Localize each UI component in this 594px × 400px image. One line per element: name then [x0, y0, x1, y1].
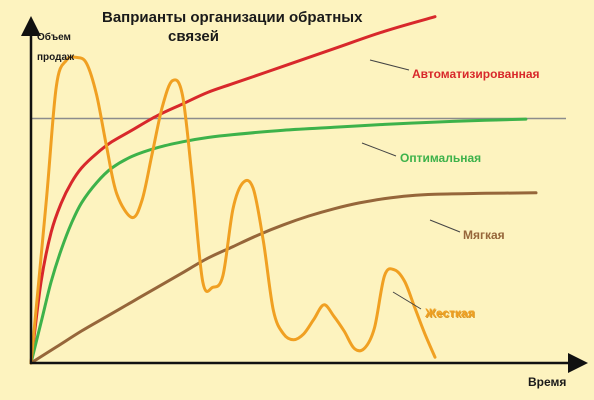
series-leader-automated: [369, 59, 410, 71]
y-axis-label-line-2: продаж: [37, 52, 75, 63]
series-label-optimal: Оптимальная: [400, 151, 481, 165]
series-line-soft: [29, 191, 538, 365]
series-line-optimal: [29, 117, 528, 365]
series-line-automated: [29, 15, 437, 365]
plot-layer: [21, 15, 588, 373]
series-leader-optimal: [361, 142, 397, 157]
series-label-hard: Жесткая: [424, 306, 475, 320]
y-axis-label-line-1: Объем: [37, 31, 71, 43]
series-label-automated: Автоматизированная: [412, 67, 540, 81]
series-label-soft: Мягкая: [463, 228, 505, 242]
chart-title-line-1: Ваприанты организации обратных: [102, 9, 363, 26]
x-axis-label: Время: [528, 375, 566, 389]
series-leader-soft: [429, 219, 461, 233]
label-layer: Автоматизированная Оптимальная Мягкая Жестк…: [361, 59, 540, 320]
chart-title-line-2: связей: [168, 28, 219, 45]
series-line-hard: [29, 55, 437, 365]
series-leader-hard: [392, 291, 422, 310]
